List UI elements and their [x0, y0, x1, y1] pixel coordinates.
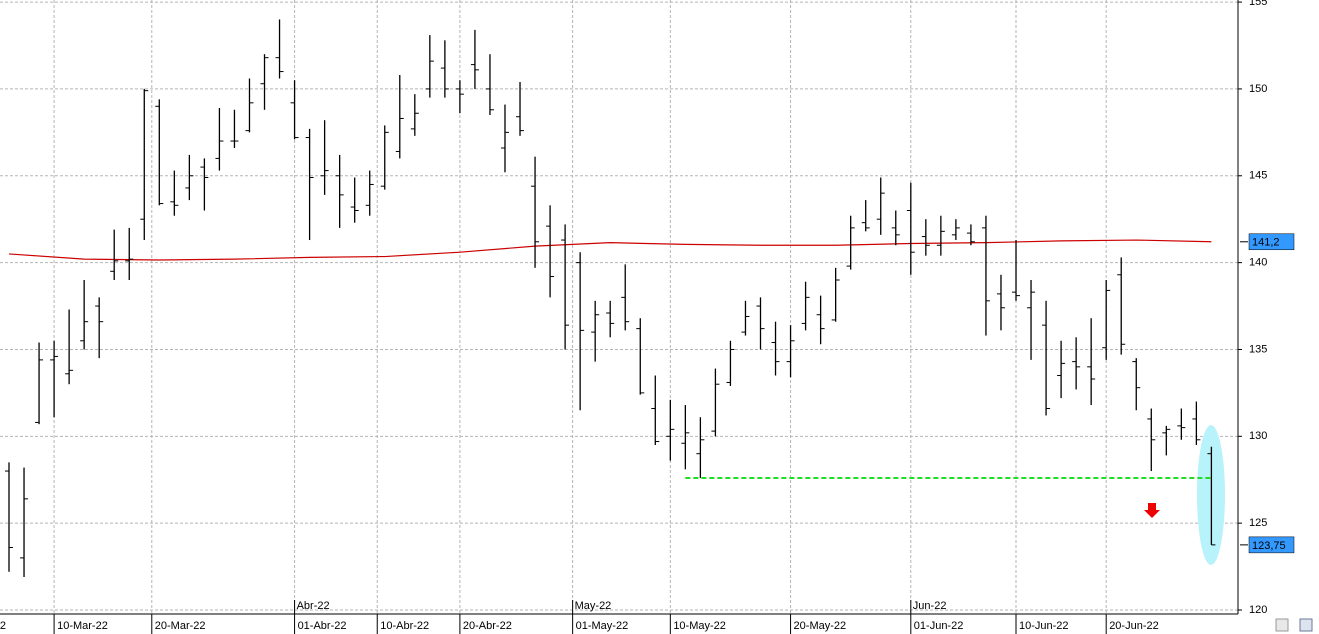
x-tick-label: 20-May-22 — [794, 620, 847, 632]
save-icon[interactable] — [1299, 618, 1313, 632]
x-tick-label: 20-Mar-22 — [155, 620, 206, 632]
price-label: 123,75 — [1252, 540, 1286, 552]
cut-tick-label: 2 — [0, 620, 6, 632]
y-tick-label: 140 — [1249, 257, 1267, 269]
month-tick-label: Jun-22 — [913, 600, 947, 612]
x-tick-label: 10-Abr-22 — [380, 620, 429, 632]
price-label-box — [1248, 233, 1295, 251]
month-tick-label: May-22 — [575, 600, 612, 612]
y-tick-label: 125 — [1249, 517, 1267, 529]
y-tick-label: 155 — [1249, 0, 1267, 8]
x-tick-label: 01-Abr-22 — [298, 620, 347, 632]
toolbar-icon[interactable] — [1275, 618, 1289, 632]
y-tick-label: 135 — [1249, 343, 1267, 355]
price-label-box — [1248, 536, 1295, 554]
y-tick-label: 145 — [1249, 170, 1267, 182]
x-tick-label: 20-Jun-22 — [1109, 620, 1159, 632]
y-tick-label: 120 — [1249, 604, 1267, 616]
x-tick-label: 10-Mar-22 — [57, 620, 108, 632]
x-tick-label: 10-Jun-22 — [1019, 620, 1069, 632]
x-tick-label: 01-May-22 — [576, 620, 629, 632]
y-tick-label: 130 — [1249, 430, 1267, 442]
month-tick-label: Abr-22 — [297, 600, 330, 612]
x-tick-label: 01-Jun-22 — [914, 620, 964, 632]
price-label: 141,2 — [1252, 237, 1280, 249]
x-tick-label: 10-May-22 — [673, 620, 726, 632]
y-tick-label: 150 — [1249, 83, 1267, 95]
down-arrow — [1144, 503, 1160, 518]
moving-average — [8, 239, 1212, 261]
x-tick-label: 20-Abr-22 — [463, 620, 512, 632]
